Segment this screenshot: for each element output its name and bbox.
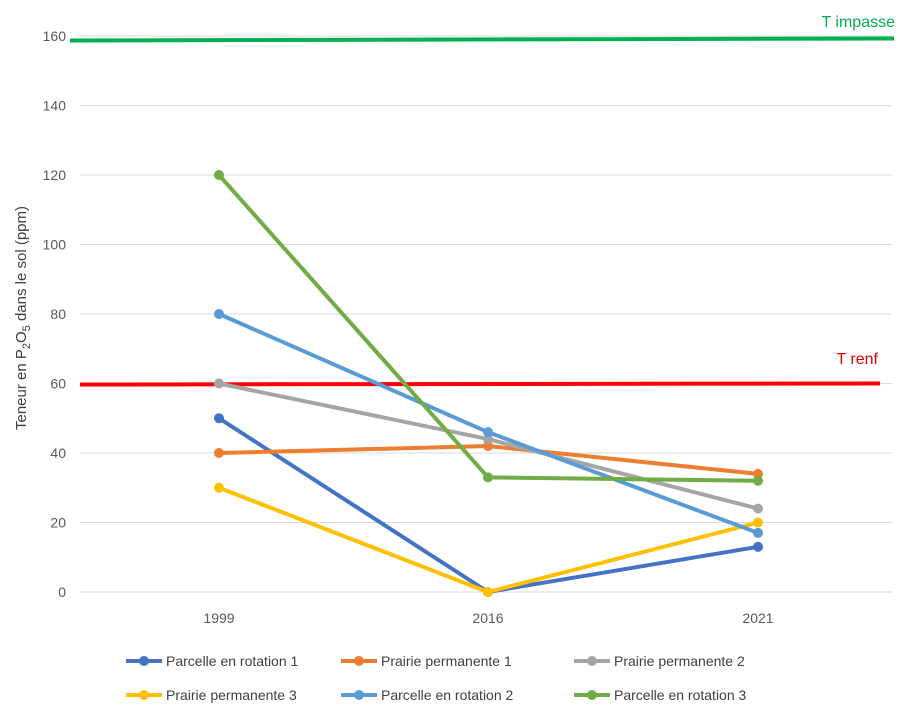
legend-label: Prairie permanente 1 (381, 653, 512, 669)
x-tick-label: 2016 (472, 610, 503, 626)
data-point (214, 482, 224, 493)
data-series (214, 170, 763, 597)
data-point (483, 434, 493, 445)
data-point (753, 541, 763, 552)
reference-lines: T impasse T renf (69, 14, 895, 387)
data-point (214, 378, 224, 389)
reference-label-t-renf: T renf (837, 351, 879, 368)
x-axis-ticks: 1999 2016 2021 (203, 610, 773, 626)
data-point (214, 413, 224, 424)
y-axis-label: Teneur en P2O5 dans le sol (ppm) (13, 206, 33, 430)
data-point (753, 503, 763, 514)
data-point (753, 517, 763, 528)
y-tick-label: 20 (50, 515, 66, 531)
legend-marker (354, 656, 364, 666)
y-axis-ticks: 0 20 40 60 80 100 120 140 160 (43, 28, 67, 600)
data-point (483, 587, 493, 597)
legend-marker (354, 690, 364, 700)
legend-marker (139, 690, 149, 700)
y-tick-label: 60 (50, 376, 66, 392)
y-tick-label: 40 (50, 445, 66, 461)
y-tick-label: 100 (43, 237, 67, 253)
reference-line-t-impasse (69, 36, 895, 43)
x-tick-label: 1999 (203, 610, 234, 626)
legend-label: Prairie permanente 3 (166, 687, 297, 703)
data-point (214, 448, 224, 458)
gridlines (80, 35, 892, 593)
legend-marker (587, 690, 597, 700)
data-point (214, 170, 224, 180)
y-tick-label: 160 (43, 28, 67, 44)
data-point (753, 527, 763, 538)
reference-line-t-renf (79, 381, 881, 387)
data-point (483, 472, 493, 483)
legend-label: Prairie permanente 2 (614, 653, 745, 669)
legend-label: Parcelle en rotation 3 (614, 687, 747, 703)
x-tick-label: 2021 (742, 610, 773, 626)
y-tick-label: 0 (58, 584, 66, 600)
data-point (483, 441, 493, 452)
series-line-5 (218, 312, 759, 535)
data-point (753, 468, 763, 479)
legend-marker (139, 656, 149, 666)
data-point (214, 309, 224, 319)
data-point (483, 427, 493, 438)
y-tick-label: 120 (43, 167, 67, 183)
legend-label: Parcelle en rotation 2 (381, 687, 514, 703)
legend: Parcelle en rotation 1 Prairie permanente… (126, 653, 747, 703)
data-point (753, 475, 763, 486)
legend-marker (587, 656, 597, 666)
y-tick-label: 80 (50, 306, 66, 322)
reference-label-t-impasse: T impasse (821, 14, 895, 31)
y-tick-label: 140 (43, 98, 67, 114)
legend-label: Parcelle en rotation 1 (166, 653, 299, 669)
